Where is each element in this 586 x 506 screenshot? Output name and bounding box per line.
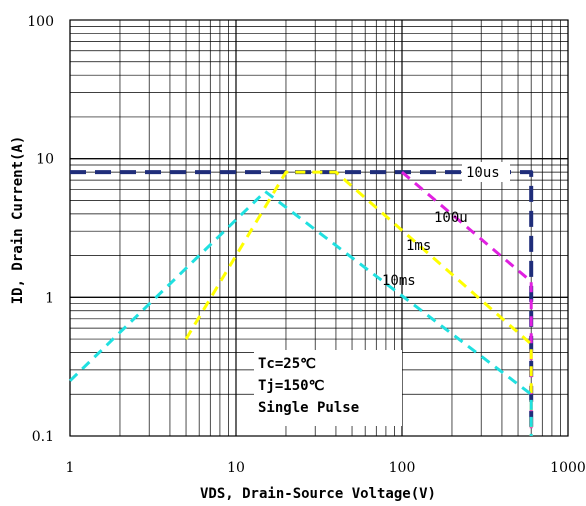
series-line-10us — [70, 170, 534, 436]
curves — [68, 170, 534, 436]
x-tick-label: 1 — [66, 460, 75, 476]
x-tick-labels: 1 10 100 1000 — [66, 460, 586, 476]
x-axis-title: VDS, Drain-Source Voltage(V) — [200, 486, 436, 502]
y-tick-label: 0.1 — [32, 429, 54, 445]
y-axis-title: ID, Drain Current(A) — [10, 136, 26, 305]
y-tick-label: 1 — [45, 290, 54, 306]
x-tick-label: 10 — [227, 460, 245, 476]
x-tick-label: 100 — [389, 460, 416, 476]
series-line-1ms — [184, 170, 533, 436]
annotation-tc: Tc=25℃ — [258, 356, 316, 372]
y-tick-labels: 0.1 1 10 100 — [27, 14, 54, 445]
label-1ms: 1ms — [406, 238, 431, 254]
conditions-box: Tc=25℃ Tj=150℃ Single Pulse — [254, 350, 402, 426]
annotation-tj: Tj=150℃ — [258, 378, 325, 394]
x-tick-label: 1000 — [550, 460, 586, 476]
y-tick-label: 10 — [36, 152, 54, 168]
y-tick-label: 100 — [27, 14, 54, 30]
label-100u: 100u — [434, 210, 468, 226]
annotation-pulse: Single Pulse — [258, 400, 359, 416]
plot-frame — [69, 19, 569, 437]
curve-labels: 10us 100u 1ms 10ms — [382, 162, 510, 289]
label-10ms: 10ms — [382, 273, 416, 289]
label-10us: 10us — [466, 165, 500, 181]
